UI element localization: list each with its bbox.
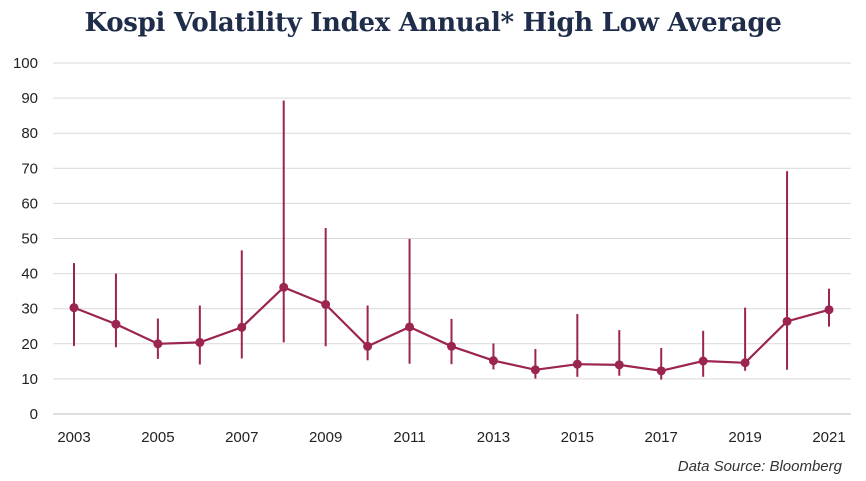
average-point [195, 337, 205, 347]
average-point [824, 305, 834, 315]
y-tick-label: 60 [21, 195, 38, 212]
x-tick-label: 2003 [57, 429, 90, 446]
y-axis: 0 10 20 30 40 50 60 70 80 90 100 [13, 55, 38, 423]
average-point [782, 316, 792, 326]
x-tick-label: 2011 [393, 429, 425, 446]
x-axis: 2003 2005 2007 2009 2011 2013 2015 2017 2019 2021 [57, 429, 845, 446]
y-tick-label: 40 [21, 266, 38, 283]
average-point [572, 359, 582, 369]
average-point [111, 319, 121, 329]
high-low-range-layer [73, 100, 830, 380]
x-tick-label: 2007 [225, 429, 258, 446]
average-point [321, 299, 331, 309]
y-tick-label: 20 [21, 336, 38, 353]
y-tick-label: 30 [21, 301, 38, 318]
x-tick-label: 2019 [728, 429, 761, 446]
x-tick-label: 2009 [309, 429, 342, 446]
x-tick-label: 2013 [477, 429, 510, 446]
average-point [530, 365, 540, 375]
x-tick-label: 2021 [812, 429, 845, 446]
y-tick-label: 80 [21, 125, 38, 142]
average-point [447, 341, 456, 351]
average-point [69, 303, 79, 313]
average-point [405, 322, 415, 332]
x-tick-label: 2017 [645, 429, 678, 446]
chart-title: Kospi Volatility Index Annual* High Low … [84, 8, 782, 38]
data-source-note: Data Source: Bloomberg [677, 458, 842, 475]
y-tick-label: 10 [21, 371, 38, 388]
average-point [279, 282, 289, 292]
average-point [656, 366, 666, 376]
y-tick-label: 90 [21, 90, 38, 107]
average-point [237, 322, 247, 332]
x-tick-label: 2005 [141, 429, 174, 446]
average-point [363, 341, 373, 351]
y-tick-label: 70 [21, 160, 38, 177]
y-tick-label: 50 [21, 231, 38, 248]
y-tick-label: 0 [30, 406, 38, 423]
average-point [488, 356, 498, 366]
average-point [614, 360, 624, 370]
average-points-layer [69, 282, 834, 376]
average-point [740, 358, 750, 368]
average-point [698, 356, 708, 366]
y-tick-label: 100 [13, 55, 38, 72]
average-point [153, 339, 163, 349]
x-tick-label: 2015 [561, 429, 594, 446]
